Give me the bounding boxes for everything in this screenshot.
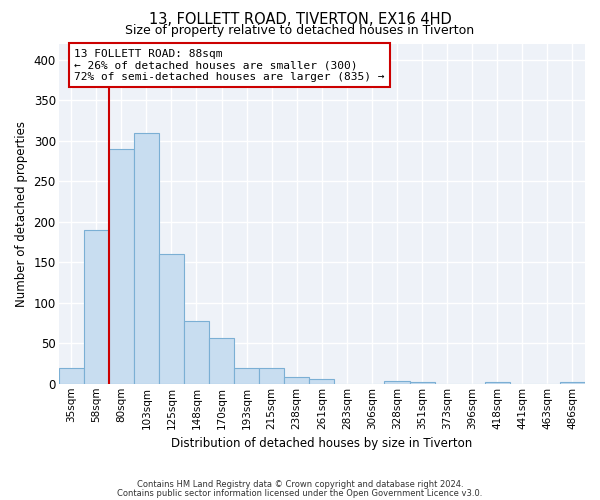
Bar xyxy=(485,382,510,384)
Bar xyxy=(284,378,309,384)
Text: Size of property relative to detached houses in Tiverton: Size of property relative to detached ho… xyxy=(125,24,475,37)
Bar xyxy=(410,382,434,384)
Bar xyxy=(59,368,83,384)
Bar xyxy=(234,368,259,384)
Bar xyxy=(134,132,159,384)
Text: 13 FOLLETT ROAD: 88sqm
← 26% of detached houses are smaller (300)
72% of semi-de: 13 FOLLETT ROAD: 88sqm ← 26% of detached… xyxy=(74,48,385,82)
Bar xyxy=(83,230,109,384)
Bar xyxy=(259,368,284,384)
Bar xyxy=(209,338,234,384)
Bar xyxy=(184,320,209,384)
Bar xyxy=(385,380,410,384)
Bar xyxy=(109,149,134,384)
Bar xyxy=(560,382,585,384)
Bar xyxy=(309,379,334,384)
Y-axis label: Number of detached properties: Number of detached properties xyxy=(15,120,28,306)
Text: Contains HM Land Registry data © Crown copyright and database right 2024.: Contains HM Land Registry data © Crown c… xyxy=(137,480,463,489)
Bar xyxy=(159,254,184,384)
Text: 13, FOLLETT ROAD, TIVERTON, EX16 4HD: 13, FOLLETT ROAD, TIVERTON, EX16 4HD xyxy=(149,12,451,28)
X-axis label: Distribution of detached houses by size in Tiverton: Distribution of detached houses by size … xyxy=(171,437,472,450)
Text: Contains public sector information licensed under the Open Government Licence v3: Contains public sector information licen… xyxy=(118,488,482,498)
